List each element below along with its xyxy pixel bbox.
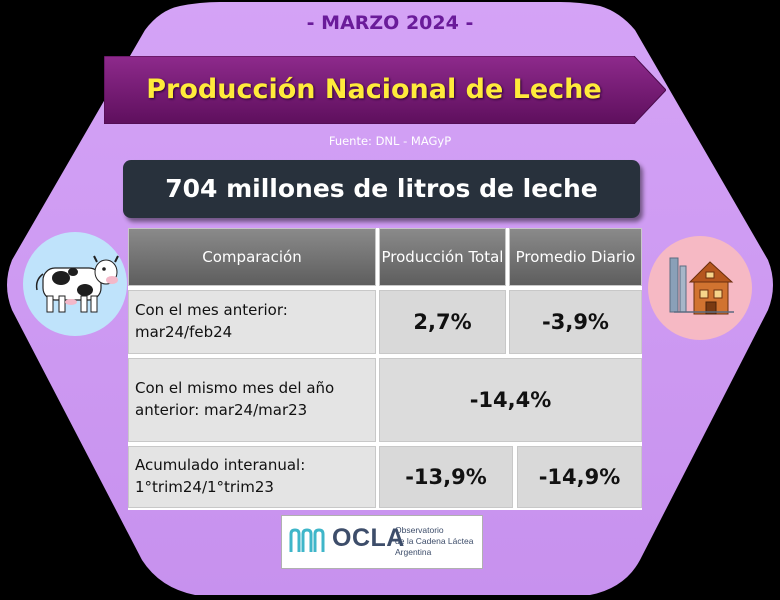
source-note: Fuente: DNL - MAGyP bbox=[328, 134, 452, 148]
page-title: Producción Nacional de Leche bbox=[146, 74, 602, 105]
row-previous-month-daily: -3,9% bbox=[509, 290, 642, 354]
ocla-logo-mark bbox=[289, 528, 325, 552]
cow-icon bbox=[35, 255, 119, 313]
row-same-month-label: Con el mismo mes del año anterior: mar24… bbox=[128, 358, 376, 442]
header-daily-average: Promedio Diario bbox=[509, 228, 642, 286]
barn-icon bbox=[669, 257, 734, 315]
barn-icon-circle bbox=[648, 236, 752, 340]
report-date: - MARZO 2024 - bbox=[306, 12, 474, 34]
header-comparison: Comparación bbox=[128, 228, 376, 286]
ocla-line-3: Argentina bbox=[395, 547, 432, 557]
row-same-month-combined: -14,4% bbox=[379, 358, 642, 442]
ocla-logo: OCLA Observatorio de la Cadena Láctea Ar… bbox=[281, 515, 483, 569]
row-previous-month-total: 2,7% bbox=[379, 290, 506, 354]
ocla-wordmark: OCLA bbox=[332, 524, 405, 552]
ocla-line-1: Observatorio bbox=[395, 525, 444, 535]
row-previous-month-label: Con el mes anterior: mar24/feb24 bbox=[128, 290, 376, 354]
row-cumulative-label: Acumulado interanual: 1°trim24/1°trim23 bbox=[128, 446, 376, 508]
ocla-line-2: de la Cadena Láctea bbox=[395, 536, 474, 546]
cow-icon-circle bbox=[23, 232, 127, 336]
row-cumulative-daily: -14,9% bbox=[517, 446, 642, 508]
row-cumulative-total: -13,9% bbox=[379, 446, 513, 508]
comparison-table: Comparación Producción Total Promedio Di… bbox=[128, 228, 642, 510]
title-banner bbox=[104, 56, 666, 124]
total-production: 704 millones de litros de leche bbox=[123, 160, 640, 218]
header-total-production: Producción Total bbox=[379, 228, 506, 286]
